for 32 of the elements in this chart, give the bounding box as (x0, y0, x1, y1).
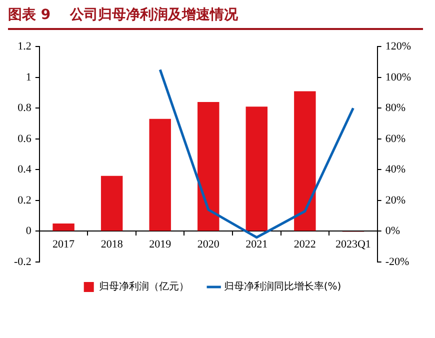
legend-label: 归母净利润同比增长率(%) (224, 280, 342, 293)
bar (52, 224, 74, 231)
bar (100, 176, 123, 231)
legend-label: 归母净利润（亿元） (98, 280, 189, 293)
x-tick-label: 2023Q1 (335, 238, 371, 251)
y-tick-label: 0.4 (18, 164, 32, 176)
x-tick-label: 2017 (52, 238, 76, 251)
x-tick-label: 2022 (294, 238, 316, 251)
x-tick-label: 2018 (100, 238, 124, 251)
bar (294, 91, 316, 231)
y2-tick-label: 120% (385, 40, 412, 52)
y2-tick-label: 20% (385, 194, 406, 206)
y-tick-label: 0 (26, 225, 32, 238)
y2-tick-label: 40% (385, 164, 406, 176)
chart-title: 图表 9 公司归母净利润及增速情况 (8, 6, 423, 30)
x-tick-label: 2020 (197, 238, 220, 251)
y-tick-label: 1 (26, 71, 32, 84)
x-tick-label: 2019 (149, 238, 172, 251)
bar (246, 106, 268, 231)
bar (149, 118, 171, 231)
y-tick-label: 1.2 (18, 40, 32, 52)
y2-tick-label: 80% (385, 102, 406, 114)
y2-tick-label: -20% (385, 256, 410, 268)
y-tick-label: 0.8 (18, 102, 32, 114)
y-tick-label: -0.2 (14, 256, 32, 268)
y2-tick-label: 0% (385, 225, 400, 238)
y2-tick-label: 100% (385, 71, 412, 84)
y-tick-label: 0.6 (18, 132, 32, 145)
bar (198, 102, 220, 231)
y-tick-label: 0.2 (18, 194, 32, 206)
y2-tick-label: 60% (385, 132, 406, 145)
x-tick-label: 2021 (246, 238, 268, 251)
